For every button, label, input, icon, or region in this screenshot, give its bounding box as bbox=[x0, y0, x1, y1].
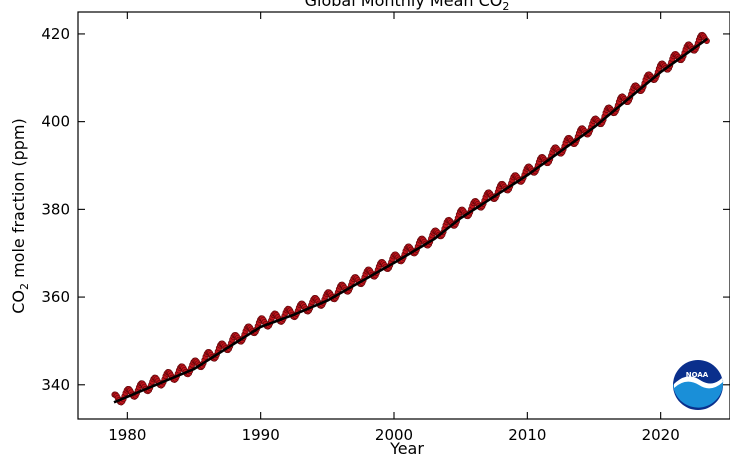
y-tick-label: 340 bbox=[41, 376, 70, 394]
y-tick-label: 400 bbox=[41, 113, 70, 131]
chart-title-text: Global Monthly Mean CO bbox=[305, 0, 503, 10]
y-tick-label: 420 bbox=[41, 25, 70, 43]
trend-line bbox=[113, 37, 709, 404]
chart-title: Global Monthly Mean CO2 bbox=[305, 0, 510, 13]
x-tick-label: 2020 bbox=[642, 426, 680, 444]
axis-ticks: 1980 1990 2000 2010 2020 340 360 380 400 420 bbox=[41, 12, 730, 444]
y-tick-label: 360 bbox=[41, 288, 70, 306]
logo-text: NOAA bbox=[686, 371, 709, 379]
y-axis-label-suffix: mole fraction (ppm) bbox=[9, 118, 28, 283]
monthly-data-markers bbox=[111, 31, 710, 406]
x-tick-label: 2000 bbox=[375, 426, 413, 444]
x-tick-label: 2010 bbox=[508, 426, 546, 444]
plot-frame bbox=[77, 11, 730, 420]
x-axis-label: Year bbox=[389, 439, 424, 458]
logo-gull bbox=[674, 376, 723, 389]
y-axis-label: CO2 mole fraction (ppm) bbox=[9, 118, 31, 314]
y-axis-label-prefix: CO bbox=[9, 290, 28, 314]
y-tick-label: 380 bbox=[41, 200, 70, 218]
y-axis-label-subscript: 2 bbox=[18, 283, 31, 290]
noaa-logo: NOAA bbox=[673, 360, 724, 410]
x-tick-label: 1980 bbox=[108, 426, 146, 444]
chart-title-subscript: 2 bbox=[502, 0, 509, 13]
x-tick-label: 1990 bbox=[242, 426, 280, 444]
